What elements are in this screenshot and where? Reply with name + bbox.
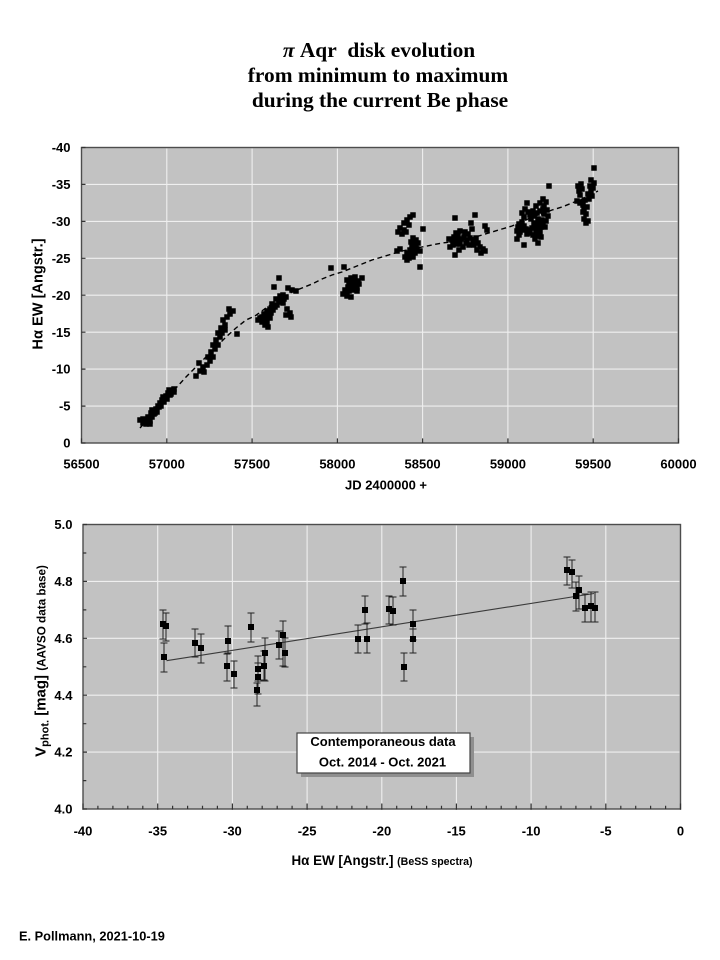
svg-text:0: 0 <box>63 436 70 451</box>
svg-text:4.2: 4.2 <box>54 745 72 760</box>
svg-text:0: 0 <box>677 823 684 838</box>
svg-text:π Aqr disk evolution: π Aqr disk evolution <box>283 38 475 62</box>
svg-text:4.4: 4.4 <box>54 688 73 703</box>
svg-text:59000: 59000 <box>490 456 526 471</box>
svg-text:-20: -20 <box>372 823 391 838</box>
svg-text:during the current Be phase: during the current Be phase <box>252 88 508 112</box>
svg-text:-35: -35 <box>148 823 167 838</box>
svg-text:58500: 58500 <box>405 456 441 471</box>
svg-text:JD 2400000 +: JD 2400000 + <box>345 478 427 493</box>
svg-text:Vphot. [mag] (AAVSO data base): Vphot. [mag] (AAVSO data base) <box>33 565 52 757</box>
svg-text:4.8: 4.8 <box>54 574 72 589</box>
svg-text:-25: -25 <box>52 251 71 266</box>
svg-text:Hα EW [Angstr.]: Hα EW [Angstr.] <box>30 238 46 349</box>
svg-text:59500: 59500 <box>575 456 611 471</box>
svg-text:-20: -20 <box>52 288 71 303</box>
svg-text:from minimum to maximum: from minimum to maximum <box>248 63 509 87</box>
svg-text:Oct. 2014 - Oct. 2021: Oct. 2014 - Oct. 2021 <box>319 754 446 769</box>
svg-text:57000: 57000 <box>149 456 185 471</box>
svg-text:Contemporaneous data: Contemporaneous data <box>310 734 456 749</box>
svg-text:-30: -30 <box>52 214 71 229</box>
svg-text:-5: -5 <box>600 823 612 838</box>
svg-text:-15: -15 <box>447 823 466 838</box>
svg-text:-25: -25 <box>298 823 317 838</box>
svg-text:Hα EW [Angstr.] (BeSS spectra): Hα EW [Angstr.] (BeSS spectra) <box>291 853 472 868</box>
svg-text:-30: -30 <box>223 823 242 838</box>
svg-text:-35: -35 <box>52 177 71 192</box>
svg-text:-10: -10 <box>522 823 541 838</box>
svg-text:-10: -10 <box>52 362 71 377</box>
svg-text:60000: 60000 <box>660 456 696 471</box>
svg-text:56500: 56500 <box>63 456 99 471</box>
svg-text:58000: 58000 <box>319 456 355 471</box>
svg-text:-40: -40 <box>52 140 71 155</box>
svg-text:-5: -5 <box>59 399 71 414</box>
svg-text:-15: -15 <box>52 325 71 340</box>
svg-text:57500: 57500 <box>234 456 270 471</box>
svg-text:4.0: 4.0 <box>54 802 72 817</box>
svg-text:4.6: 4.6 <box>54 631 72 646</box>
svg-text:-40: -40 <box>74 823 93 838</box>
svg-text:5.0: 5.0 <box>54 517 72 532</box>
svg-text:E. Pollmann, 2021-10-19: E. Pollmann, 2021-10-19 <box>19 929 165 944</box>
